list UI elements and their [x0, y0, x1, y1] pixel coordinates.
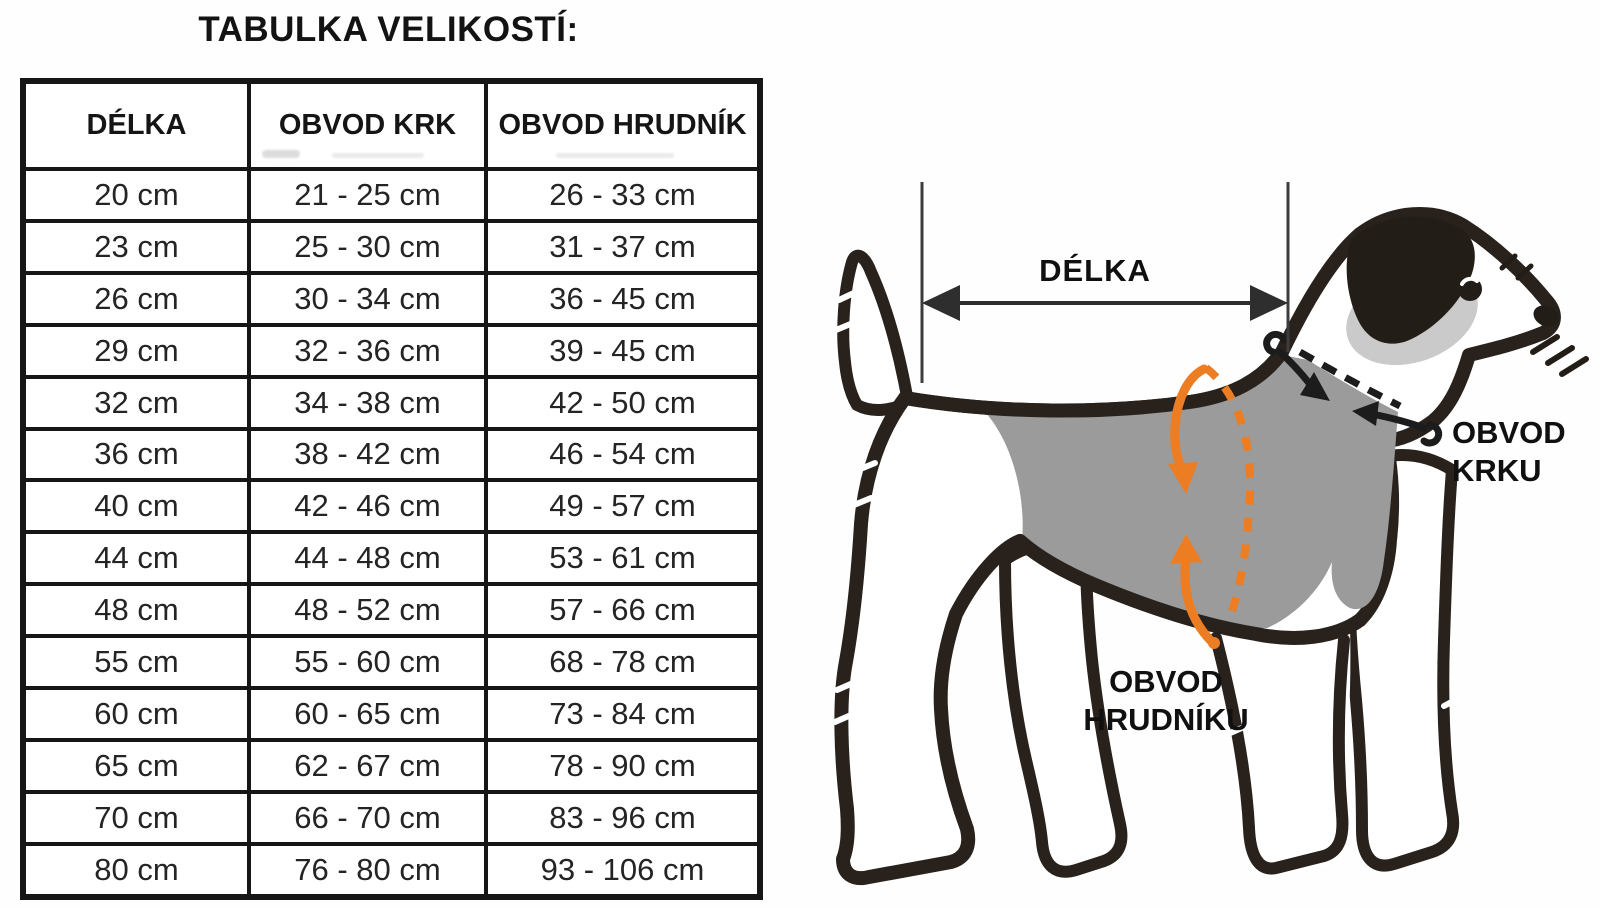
cell-chest: 46 - 54 cm [484, 426, 762, 483]
dog-eye [1458, 276, 1482, 301]
dog-ear-patch [1346, 216, 1475, 344]
dog-nose [1533, 305, 1559, 327]
cell-length: 23 cm [21, 218, 251, 275]
table-row: 40 cm 42 - 46 cm 49 - 57 cm [21, 478, 762, 535]
cell-neck: 76 - 80 cm [247, 841, 488, 900]
cell-neck: 34 - 38 cm [247, 374, 488, 431]
cell-length: 20 cm [21, 167, 251, 223]
collar-dashed-line [1298, 348, 1402, 410]
size-table-body: 20 cm 21 - 25 cm 26 - 33 cm 23 cm 25 - 3… [21, 167, 762, 900]
fur-hatch-marks [832, 289, 1462, 737]
column-header-length: DÉLKA [21, 79, 251, 171]
cell-length: 55 cm [21, 634, 251, 691]
cell-neck: 25 - 30 cm [247, 218, 488, 275]
cell-chest: 93 - 106 cm [484, 841, 762, 900]
dog-back-outline [898, 345, 1289, 418]
table-row: 23 cm 25 - 30 cm 31 - 37 cm [21, 218, 762, 275]
cell-neck: 60 - 65 cm [247, 686, 488, 742]
table-row: 36 cm 38 - 42 cm 46 - 54 cm [21, 426, 762, 483]
cell-neck: 44 - 48 cm [247, 530, 488, 587]
table-row: 29 cm 32 - 36 cm 39 - 45 cm [21, 322, 762, 379]
cell-chest: 73 - 84 cm [484, 686, 762, 742]
header-smudge [262, 150, 300, 158]
table-row: 20 cm 21 - 25 cm 26 - 33 cm [21, 167, 762, 223]
cell-length: 70 cm [21, 789, 251, 846]
cell-length: 44 cm [21, 530, 251, 587]
cell-chest: 78 - 90 cm [484, 737, 762, 794]
length-measure-arrow [922, 285, 1288, 321]
header-smudge [332, 153, 424, 158]
size-table-header: DÉLKA OBVOD KRK OBVOD HRUDNÍK [21, 79, 762, 171]
cell-neck: 21 - 25 cm [247, 167, 488, 223]
chest-measure-dashed-ellipse [1203, 364, 1255, 624]
cell-neck: 66 - 70 cm [247, 789, 488, 846]
table-row: 32 cm 34 - 38 cm 42 - 50 cm [21, 374, 762, 431]
table-row: 44 cm 44 - 48 cm 53 - 61 cm [21, 530, 762, 587]
table-row: 80 cm 76 - 80 cm 93 - 106 cm [21, 841, 762, 900]
cell-chest: 53 - 61 cm [484, 530, 762, 587]
chest-label: OBVOD HRUDNÍKU [1083, 664, 1248, 737]
cell-neck: 62 - 67 cm [247, 737, 488, 794]
svg-text:OBVOD: OBVOD [1109, 664, 1223, 699]
cell-length: 48 cm [21, 582, 251, 639]
dog-belly-outline [1013, 534, 1367, 645]
length-measure-extent-lines [920, 182, 1290, 383]
dog-front-leg-near [1210, 628, 1351, 879]
cell-chest: 36 - 45 cm [484, 270, 762, 327]
chest-measure-arrow-icon [1170, 534, 1220, 649]
cell-chest: 39 - 45 cm [484, 322, 762, 379]
neck-label: OBVOD KRKU [1452, 415, 1566, 488]
svg-text:HRUDNÍKU: HRUDNÍKU [1083, 702, 1248, 737]
table-row: 70 cm 66 - 70 cm 83 - 96 cm [21, 789, 762, 846]
length-label: DÉLKA [1039, 253, 1151, 288]
table-row: 55 cm 55 - 60 cm 68 - 78 cm [21, 634, 762, 691]
cell-neck: 48 - 52 cm [247, 582, 488, 639]
size-table: DÉLKA OBVOD KRK OBVOD HRUDNÍK 20 cm 21 -… [20, 78, 763, 900]
table-row: 65 cm 62 - 67 cm 78 - 90 cm [21, 737, 762, 794]
cell-chest: 26 - 33 cm [484, 167, 762, 223]
cell-chest: 57 - 66 cm [484, 582, 762, 639]
table-row: 26 cm 30 - 34 cm 36 - 45 cm [21, 270, 762, 327]
table-row: 48 cm 48 - 52 cm 57 - 66 cm [21, 582, 762, 639]
cell-neck: 30 - 34 cm [247, 270, 488, 327]
neck-measure-arrow-icon [1263, 330, 1330, 401]
neck-measure-arrow-icon [1352, 401, 1443, 447]
cell-chest: 42 - 50 cm [484, 374, 762, 431]
cell-chest: 31 - 37 cm [484, 218, 762, 275]
column-header-neck: OBVOD KRK [247, 79, 488, 171]
cell-length: 32 cm [21, 374, 251, 431]
muzzle-fur-ticks [1499, 253, 1534, 281]
page-title: TABULKA VELIKOSTÍ: [198, 10, 579, 49]
dog-tail [837, 249, 914, 416]
cell-length: 26 cm [21, 270, 251, 327]
svg-text:KRKU: KRKU [1452, 453, 1542, 488]
cell-length: 60 cm [21, 686, 251, 742]
cell-neck: 42 - 46 cm [247, 478, 488, 535]
cell-length: 40 cm [21, 478, 251, 535]
table-row: 60 cm 60 - 65 cm 73 - 84 cm [21, 686, 762, 742]
cell-neck: 55 - 60 cm [247, 634, 488, 691]
cell-chest: 83 - 96 cm [484, 789, 762, 846]
cell-length: 29 cm [21, 322, 251, 379]
cell-length: 65 cm [21, 737, 251, 794]
header-smudge [556, 153, 674, 158]
cell-neck: 32 - 36 cm [247, 322, 488, 379]
column-header-chest: OBVOD HRUDNÍK [484, 79, 762, 171]
cell-chest: 49 - 57 cm [484, 478, 762, 535]
cell-chest: 68 - 78 cm [484, 634, 762, 691]
dog-vest [985, 355, 1398, 632]
cell-neck: 38 - 42 cm [247, 426, 488, 483]
cell-length: 80 cm [21, 841, 251, 900]
chest-measure-arrow-icon [1168, 364, 1209, 494]
whisker-marks [1530, 334, 1589, 377]
svg-text:OBVOD: OBVOD [1452, 415, 1566, 450]
cell-length: 36 cm [21, 426, 251, 483]
dog-measurement-diagram: DÉLKA OBVOD KRKU OBVOD HRUDNÍKU [832, 182, 1589, 885]
